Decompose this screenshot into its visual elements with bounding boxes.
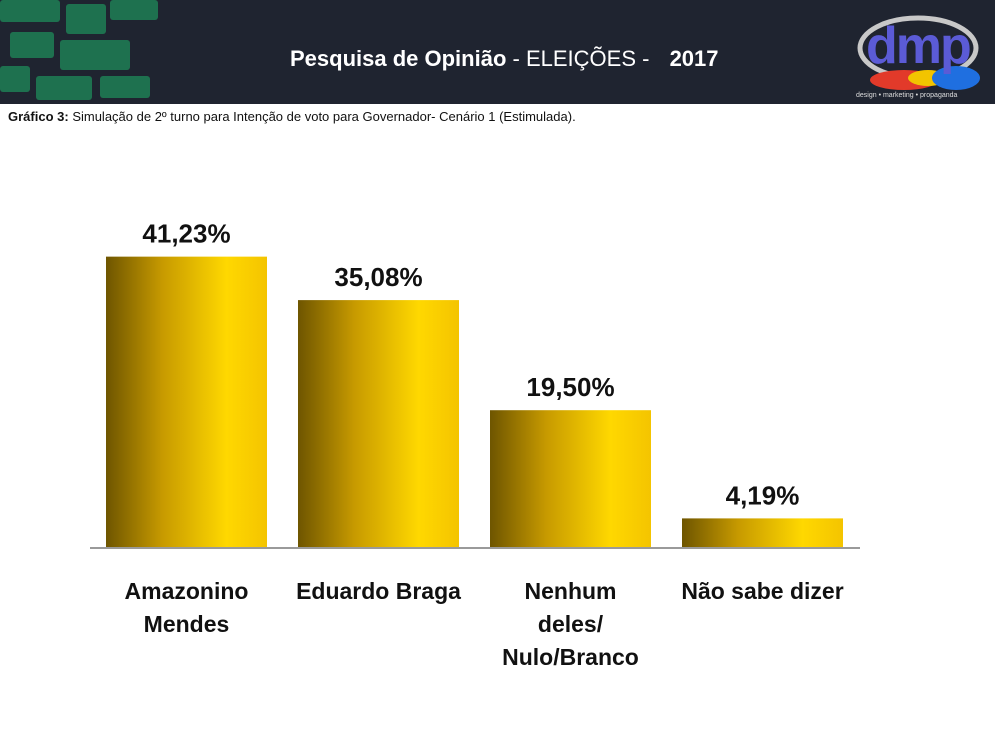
logo-graphic <box>857 15 980 90</box>
category-label-line: Eduardo Braga <box>296 578 461 604</box>
title-bold: Pesquisa de Opinião <box>290 46 507 71</box>
category-label-line: Amazonino <box>124 578 249 604</box>
category-label-4: Não sabe dizer <box>668 575 858 608</box>
category-label-line: Nulo/Branco <box>502 644 639 670</box>
tile-decoration <box>100 76 150 98</box>
caption-text: Simulação de 2º turno para Intenção de v… <box>72 109 576 124</box>
tile-decoration <box>0 0 60 22</box>
category-label-line: Não sabe dizer <box>681 578 844 604</box>
logo-tagline: design • marketing • propaganda <box>856 92 958 99</box>
category-label-2: Eduardo Braga <box>284 575 474 608</box>
bar-2 <box>298 300 459 548</box>
value-label-3: 19,50% <box>526 372 614 402</box>
tile-decoration <box>110 0 158 20</box>
bars-group <box>106 256 843 548</box>
bar-3 <box>490 410 651 548</box>
title-rest: - ELEIÇÕES - <box>512 46 650 71</box>
decorative-tiles <box>0 0 170 104</box>
chart-caption: Gráfico 3: Simulação de 2º turno para In… <box>8 109 576 124</box>
tile-decoration <box>10 32 54 58</box>
banner-title: Pesquisa de Opinião - ELEIÇÕES - 2017 <box>290 46 719 72</box>
category-label-line: deles/ <box>537 611 604 637</box>
category-label-line: Mendes <box>143 611 230 637</box>
bar-1 <box>106 256 267 548</box>
caption-prefix: Gráfico 3: <box>8 109 69 124</box>
header-banner: Pesquisa de Opinião - ELEIÇÕES - 2017 dm… <box>0 0 995 104</box>
tile-decoration <box>36 76 92 100</box>
bar-4 <box>682 518 843 548</box>
category-label-3: Nenhum deles/Nulo/Branco <box>476 575 666 674</box>
logo-text: dmp <box>866 17 972 75</box>
tile-decoration <box>0 66 30 92</box>
value-label-4: 4,19% <box>726 480 800 510</box>
tile-decoration <box>66 4 106 34</box>
category-label-line: Nenhum <box>524 578 617 604</box>
value-label-1: 41,23% <box>142 219 230 249</box>
dmp-logo: dmp design • marketing • propaganda <box>848 6 988 102</box>
title-year: 2017 <box>669 46 719 71</box>
value-label-2: 35,08% <box>334 262 422 292</box>
tile-decoration <box>60 40 130 70</box>
value-labels-group: 41,23% 35,08% 19,50% 4,19% <box>142 219 799 511</box>
category-label-1: Amazonino Mendes <box>92 575 282 641</box>
